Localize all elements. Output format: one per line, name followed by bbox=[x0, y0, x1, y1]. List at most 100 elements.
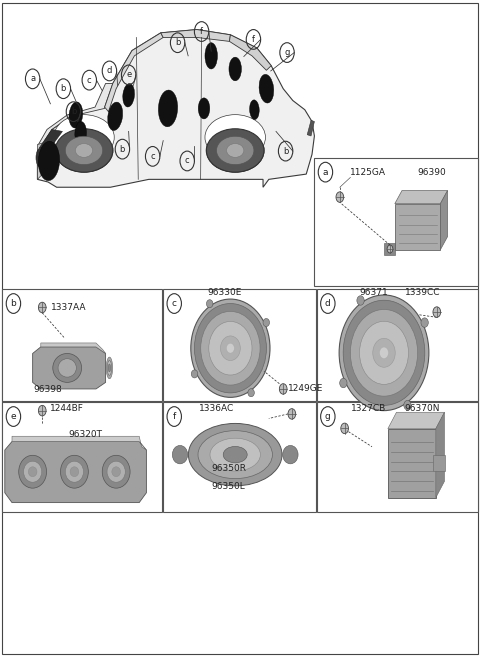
Text: 96390: 96390 bbox=[418, 168, 446, 177]
Ellipse shape bbox=[248, 389, 254, 397]
Ellipse shape bbox=[357, 296, 364, 306]
Ellipse shape bbox=[201, 311, 260, 385]
Text: f: f bbox=[173, 412, 176, 421]
Text: g: g bbox=[284, 48, 290, 57]
Ellipse shape bbox=[205, 43, 217, 69]
Ellipse shape bbox=[60, 455, 88, 488]
Text: f: f bbox=[200, 27, 203, 36]
Text: 1125GA: 1125GA bbox=[350, 168, 386, 177]
Ellipse shape bbox=[69, 102, 83, 128]
Text: c: c bbox=[172, 299, 177, 308]
Text: 96371: 96371 bbox=[359, 288, 388, 297]
Polygon shape bbox=[37, 143, 46, 179]
Text: 96350R: 96350R bbox=[211, 464, 246, 473]
Ellipse shape bbox=[158, 90, 178, 127]
Ellipse shape bbox=[283, 445, 298, 464]
Polygon shape bbox=[388, 413, 444, 429]
Circle shape bbox=[433, 307, 441, 317]
Ellipse shape bbox=[108, 361, 111, 375]
Text: 1339CC: 1339CC bbox=[405, 288, 440, 297]
Ellipse shape bbox=[106, 357, 113, 378]
Bar bbox=[317, 289, 478, 401]
Ellipse shape bbox=[250, 100, 259, 120]
Polygon shape bbox=[37, 30, 314, 187]
Ellipse shape bbox=[404, 400, 411, 410]
Text: 96370N: 96370N bbox=[405, 403, 440, 413]
Text: 96330E: 96330E bbox=[207, 288, 241, 297]
Ellipse shape bbox=[192, 370, 198, 378]
Polygon shape bbox=[38, 83, 113, 145]
Text: e: e bbox=[11, 412, 16, 421]
Text: a: a bbox=[323, 168, 328, 177]
Text: c: c bbox=[87, 76, 92, 85]
Circle shape bbox=[341, 423, 348, 434]
Polygon shape bbox=[307, 120, 314, 136]
Text: 96350L: 96350L bbox=[212, 482, 245, 491]
Ellipse shape bbox=[123, 83, 134, 107]
Ellipse shape bbox=[191, 299, 270, 397]
Ellipse shape bbox=[350, 309, 418, 396]
Polygon shape bbox=[105, 33, 163, 112]
Ellipse shape bbox=[206, 300, 213, 307]
Text: 1336AC: 1336AC bbox=[199, 403, 234, 413]
Ellipse shape bbox=[263, 319, 269, 327]
Bar bbox=[2, 402, 162, 512]
Ellipse shape bbox=[210, 438, 260, 471]
Polygon shape bbox=[436, 413, 444, 498]
Ellipse shape bbox=[65, 461, 84, 482]
Text: b: b bbox=[175, 38, 180, 47]
Text: 1249GE: 1249GE bbox=[288, 384, 324, 394]
Text: f: f bbox=[252, 35, 255, 44]
Ellipse shape bbox=[340, 378, 347, 388]
Text: d: d bbox=[107, 66, 112, 76]
Ellipse shape bbox=[209, 321, 252, 375]
Ellipse shape bbox=[373, 338, 395, 367]
Bar bbox=[314, 158, 478, 286]
Ellipse shape bbox=[54, 114, 114, 160]
Text: d: d bbox=[325, 299, 331, 308]
Circle shape bbox=[38, 302, 46, 313]
Ellipse shape bbox=[36, 148, 46, 168]
Bar bbox=[317, 402, 478, 512]
Text: a: a bbox=[30, 74, 35, 83]
Ellipse shape bbox=[108, 102, 123, 131]
Polygon shape bbox=[161, 30, 230, 41]
Ellipse shape bbox=[206, 129, 264, 172]
Polygon shape bbox=[395, 191, 447, 204]
Ellipse shape bbox=[223, 447, 247, 463]
Polygon shape bbox=[12, 436, 146, 450]
Ellipse shape bbox=[188, 424, 282, 486]
Ellipse shape bbox=[55, 129, 113, 172]
Ellipse shape bbox=[360, 321, 408, 384]
Ellipse shape bbox=[70, 466, 79, 477]
Ellipse shape bbox=[75, 144, 93, 158]
Ellipse shape bbox=[55, 129, 113, 172]
Polygon shape bbox=[33, 347, 106, 389]
Ellipse shape bbox=[227, 344, 234, 353]
Text: g: g bbox=[325, 412, 331, 421]
Ellipse shape bbox=[102, 455, 130, 488]
Text: b: b bbox=[283, 147, 288, 156]
Polygon shape bbox=[384, 243, 395, 255]
Polygon shape bbox=[41, 343, 106, 353]
Polygon shape bbox=[441, 191, 447, 250]
Text: c: c bbox=[150, 152, 155, 161]
Ellipse shape bbox=[65, 137, 103, 164]
Ellipse shape bbox=[75, 122, 86, 145]
Circle shape bbox=[288, 409, 296, 419]
Ellipse shape bbox=[343, 300, 425, 405]
Text: 1244BF: 1244BF bbox=[50, 403, 84, 413]
Ellipse shape bbox=[65, 136, 103, 165]
Ellipse shape bbox=[216, 137, 254, 164]
Text: 96320T: 96320T bbox=[68, 430, 102, 439]
Circle shape bbox=[336, 192, 344, 202]
Ellipse shape bbox=[53, 353, 82, 382]
Ellipse shape bbox=[216, 136, 254, 165]
Ellipse shape bbox=[205, 114, 265, 160]
Ellipse shape bbox=[229, 57, 241, 81]
Bar bbox=[163, 289, 316, 401]
Bar bbox=[163, 402, 316, 512]
Ellipse shape bbox=[339, 295, 429, 411]
Ellipse shape bbox=[28, 466, 37, 477]
Text: 96398: 96398 bbox=[34, 385, 62, 394]
